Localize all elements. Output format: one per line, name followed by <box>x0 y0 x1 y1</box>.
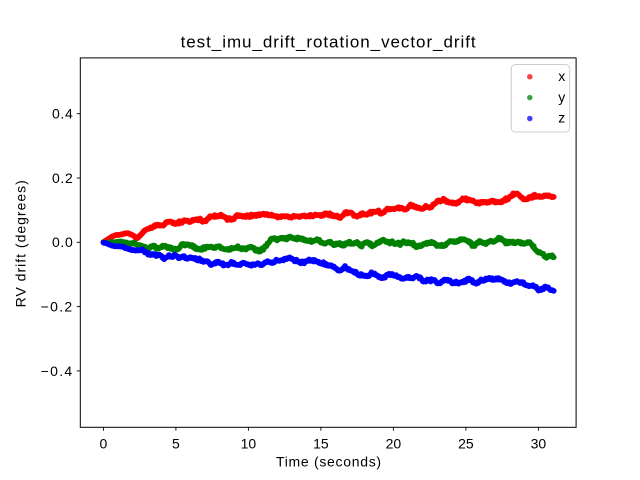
svg-text:20: 20 <box>386 435 402 451</box>
svg-text:RV drift (degrees): RV drift (degrees) <box>13 179 29 307</box>
svg-text:0.4: 0.4 <box>52 106 74 122</box>
svg-text:5: 5 <box>172 435 180 451</box>
svg-text:x: x <box>558 68 565 84</box>
svg-text:−0.4: −0.4 <box>41 363 74 379</box>
svg-text:test_imu_drift_rotation_vector: test_imu_drift_rotation_vector_drift <box>181 32 477 51</box>
svg-text:15: 15 <box>313 435 329 451</box>
svg-text:0.2: 0.2 <box>52 170 74 186</box>
svg-text:Time (seconds): Time (seconds) <box>276 453 382 469</box>
svg-text:−0.2: −0.2 <box>41 299 74 315</box>
svg-text:0.0: 0.0 <box>52 234 74 250</box>
svg-text:25: 25 <box>458 435 474 451</box>
svg-text:y: y <box>558 89 565 105</box>
svg-text:30: 30 <box>531 435 547 451</box>
svg-text:0: 0 <box>100 435 108 451</box>
svg-text:10: 10 <box>241 435 257 451</box>
svg-text:z: z <box>558 110 565 126</box>
